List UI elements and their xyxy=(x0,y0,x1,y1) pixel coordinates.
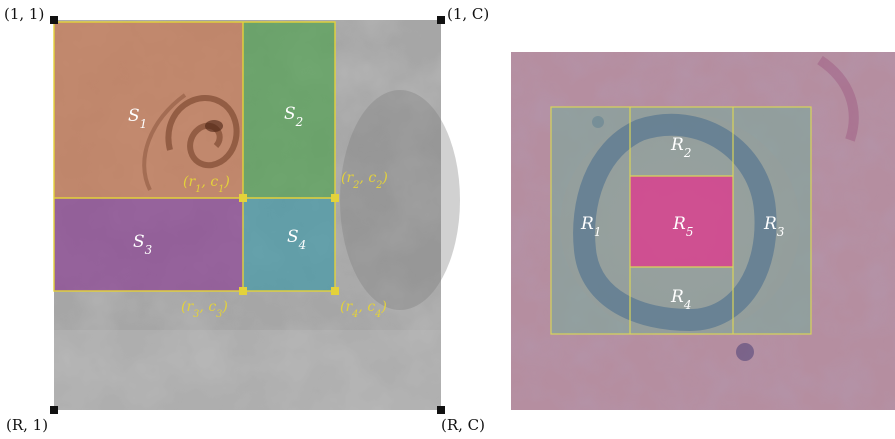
right-regions xyxy=(551,107,811,334)
left-image-dark-area xyxy=(340,90,460,310)
region-label-r2: R2 xyxy=(670,135,691,160)
region-r4 xyxy=(630,267,733,334)
region-label-r3: R3 xyxy=(763,214,784,239)
corner-marker-bottom-right xyxy=(437,406,445,414)
point-label-4: (r4, c4) xyxy=(340,299,387,320)
left-panel: (1, 1) (1, C) (R, 1) (R, C) S1 S2 S3 S4 … xyxy=(4,5,489,434)
region-s4 xyxy=(243,198,335,291)
point-marker-3 xyxy=(239,287,247,295)
corner-marker-bottom-left xyxy=(50,406,58,414)
point-label-3: (r3, c3) xyxy=(181,299,228,320)
region-label-s1: S1 xyxy=(128,106,147,131)
point-marker-1 xyxy=(239,194,247,202)
point-label-2: (r2, c2) xyxy=(341,170,388,191)
region-r5 xyxy=(630,176,733,267)
small-particle xyxy=(736,343,754,361)
region-label-s2: S2 xyxy=(284,104,303,129)
right-region-outlines xyxy=(550,106,812,335)
cytoplasm-streak xyxy=(817,55,859,142)
point-markers xyxy=(239,194,339,295)
corner-marker-top-left xyxy=(50,16,58,24)
region-label-r1: R1 xyxy=(580,214,601,239)
swirl-feature xyxy=(142,93,240,191)
region-r1 xyxy=(551,107,630,334)
corner-label-bottom-right: (R, C) xyxy=(441,416,485,434)
region-label-r4: R4 xyxy=(670,287,691,312)
corner-markers xyxy=(50,16,445,414)
point-marker-4 xyxy=(331,287,339,295)
region-s3 xyxy=(54,198,243,291)
corner-label-top-left: (1, 1) xyxy=(4,5,44,23)
region-outlines xyxy=(53,21,336,292)
region-label-r5: R5 xyxy=(672,214,693,239)
corner-label-bottom-left: (R, 1) xyxy=(6,416,48,434)
region-label-s3: S3 xyxy=(133,232,152,257)
region-s2 xyxy=(243,22,335,198)
corner-marker-top-right xyxy=(437,16,445,24)
region-label-s4: S4 xyxy=(287,227,306,252)
left-image-lower-light xyxy=(54,330,441,410)
corner-label-top-right: (1, C) xyxy=(447,5,489,23)
point-label-1: (r1, c1) xyxy=(183,174,230,195)
region-r2 xyxy=(630,107,733,176)
point-marker-2 xyxy=(331,194,339,202)
region-s1 xyxy=(54,22,243,198)
right-panel: R1 R2 R3 R4 R5 xyxy=(511,52,895,410)
region-r3 xyxy=(733,107,811,334)
